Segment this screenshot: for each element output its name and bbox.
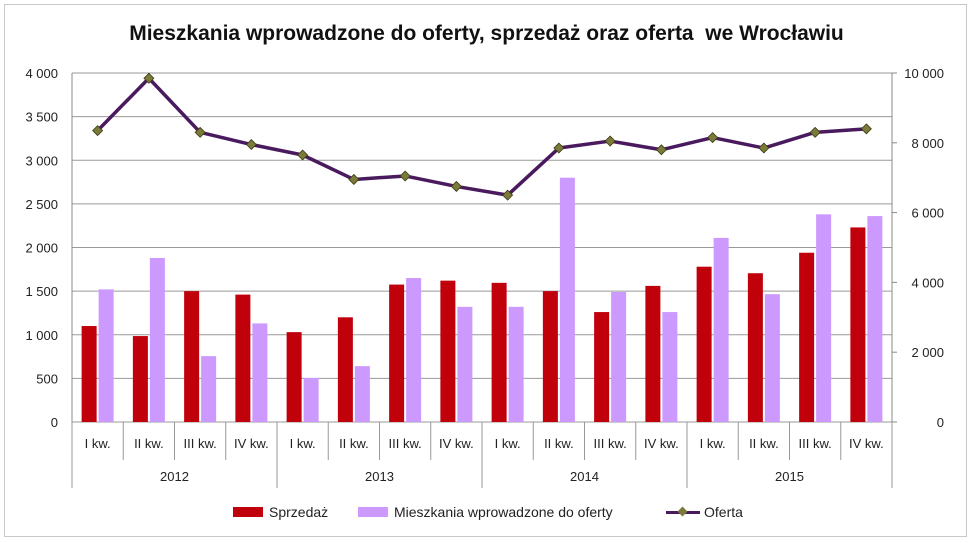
category-label: III kw. <box>184 436 217 451</box>
bar-sales <box>184 291 200 422</box>
bar-sales <box>747 273 763 422</box>
bar-sales <box>491 282 507 422</box>
category-label: IV kw. <box>849 436 884 451</box>
bar-sales <box>337 317 353 422</box>
offer-point <box>245 139 257 151</box>
offer-point <box>502 189 514 201</box>
offer-point <box>450 180 462 192</box>
right-axis-tick-label: 4 000 <box>911 275 944 290</box>
right-axis-tick-label: 0 <box>937 415 944 430</box>
offer-point <box>194 126 206 138</box>
offer-point <box>399 170 411 182</box>
bar-new-offers <box>354 366 370 422</box>
bar-new-offers <box>764 294 780 422</box>
year-label: 2013 <box>365 469 394 484</box>
offer-point <box>707 132 719 144</box>
bar-new-offers <box>98 289 114 422</box>
left-axis-tick-label: 3 500 <box>25 110 58 125</box>
category-label: IV kw. <box>439 436 474 451</box>
bar-new-offers <box>406 278 422 422</box>
bar-new-offers <box>508 306 524 422</box>
category-label: I kw. <box>85 436 111 451</box>
offer-point <box>92 125 104 137</box>
left-axis-tick-label: 2 500 <box>25 197 58 212</box>
year-label: 2012 <box>160 469 189 484</box>
offer-point <box>758 142 770 154</box>
right-axis-tick-label: 10 000 <box>904 66 944 81</box>
bar-new-offers <box>559 177 575 422</box>
chart-title: Mieszkania wprowadzone do oferty, sprzed… <box>129 22 844 45</box>
offer-point <box>655 144 667 156</box>
legend-swatch-offer <box>666 507 700 517</box>
bar-new-offers <box>201 356 217 422</box>
category-label: IV kw. <box>234 436 269 451</box>
legend-item-offer: Oferta <box>666 503 743 521</box>
left-axis-tick-label: 3 000 <box>25 153 58 168</box>
offer-line <box>96 76 867 197</box>
offer-point <box>809 126 821 138</box>
category-label: III kw. <box>799 436 832 451</box>
offer-point <box>297 149 309 161</box>
left-axis-tick-label: 2 000 <box>25 241 58 256</box>
bar-new-offers <box>713 237 729 422</box>
bar-sales <box>389 284 405 422</box>
offer-point <box>143 72 155 84</box>
bar-sales <box>235 294 251 422</box>
category-label: IV kw. <box>644 436 679 451</box>
bar-new-offers <box>457 306 473 422</box>
bar-sales <box>645 285 661 422</box>
category-label: II kw. <box>749 436 779 451</box>
bar-new-offers <box>662 312 678 422</box>
bar-sales <box>286 332 302 422</box>
bar-new-offers <box>867 216 883 422</box>
legend-label-sales: Sprzedaż <box>269 504 329 520</box>
left-axis-tick-label: 1 500 <box>25 284 58 299</box>
year-label: 2015 <box>775 469 804 484</box>
category-label: II kw. <box>339 436 369 451</box>
category-label: I kw. <box>495 436 521 451</box>
offer-point <box>604 135 616 147</box>
bar-sales <box>799 252 815 422</box>
legend-item-new-offers: Mieszkania wprowadzone do oferty <box>358 503 613 521</box>
bar-new-offers <box>816 214 832 422</box>
year-label: 2014 <box>570 469 599 484</box>
right-axis-tick-label: 8 000 <box>911 136 944 151</box>
right-axis-tick-label: 6 000 <box>911 206 944 221</box>
bar-new-offers <box>611 291 627 422</box>
bar-sales <box>542 291 558 422</box>
bar-sales <box>81 326 97 422</box>
category-label: II kw. <box>544 436 574 451</box>
left-axis-tick-label: 500 <box>36 371 58 386</box>
bar-sales <box>850 227 866 422</box>
legend-label-new-offers: Mieszkania wprowadzone do oferty <box>394 504 613 520</box>
legend-swatch-new-offers <box>358 507 388 517</box>
legend-label-offer: Oferta <box>704 504 743 520</box>
bar-new-offers <box>303 377 319 422</box>
bar-new-offers <box>149 257 165 422</box>
right-axis-tick-label: 2 000 <box>911 345 944 360</box>
left-axis-tick-label: 1 000 <box>25 328 58 343</box>
category-label: II kw. <box>134 436 164 451</box>
bar-sales <box>696 266 712 422</box>
category-label: I kw. <box>700 436 726 451</box>
bar-sales <box>594 312 610 422</box>
category-label: III kw. <box>389 436 422 451</box>
bar-sales <box>132 336 148 422</box>
bar-sales <box>440 280 456 422</box>
offer-point <box>348 173 360 185</box>
offer-point <box>553 142 565 154</box>
left-axis-tick-label: 0 <box>51 415 58 430</box>
left-axis-tick-label: 4 000 <box>25 66 58 81</box>
category-label: I kw. <box>290 436 316 451</box>
legend-item-sales: Sprzedaż <box>233 503 328 521</box>
offer-point <box>860 123 872 135</box>
category-label: III kw. <box>594 436 627 451</box>
bar-new-offers <box>252 323 268 422</box>
legend-swatch-sales <box>233 507 263 517</box>
